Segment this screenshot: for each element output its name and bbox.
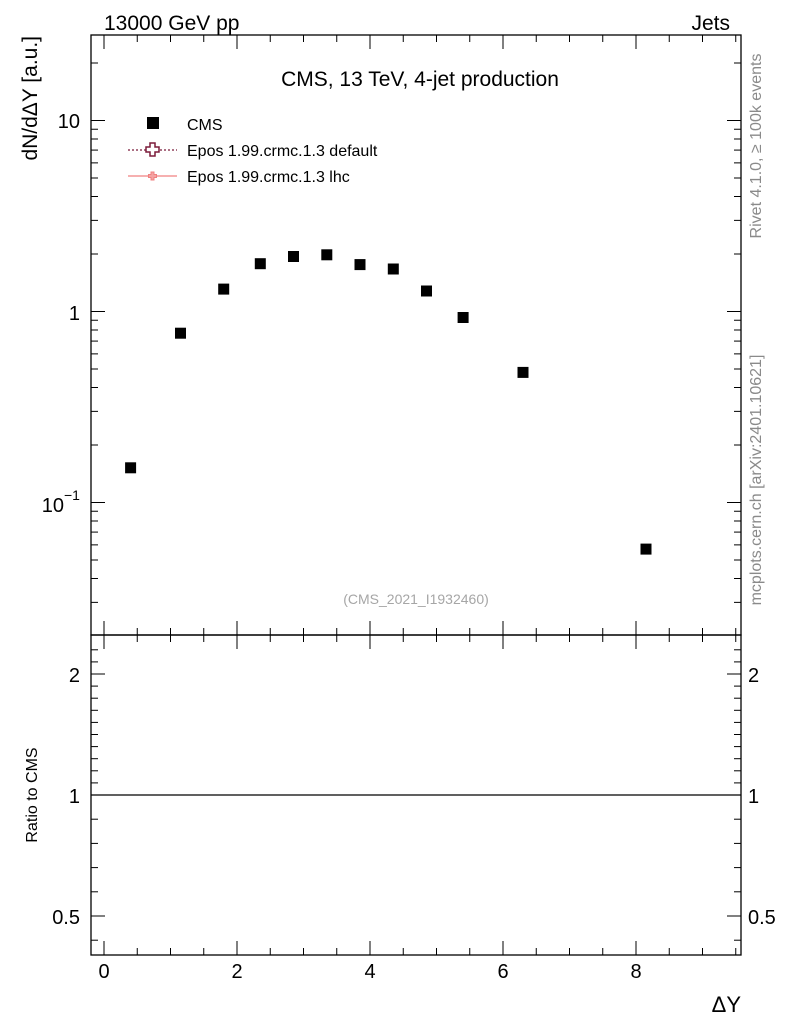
- cms-data-point: [218, 283, 230, 295]
- ratio-tick-label-left-2: 2: [69, 665, 80, 687]
- legend-label-epos-default: Epos 1.99.crmc.1.3 default: [187, 143, 378, 160]
- y-tick-label-10: 10: [58, 111, 80, 133]
- cms-data-point: [354, 259, 366, 271]
- x-tick-label-6: 6: [497, 961, 508, 983]
- ratio-tick-label-left-0.5: 0.5: [52, 907, 80, 929]
- cms-data-point: [125, 462, 137, 474]
- ratio-tick-label-left-1: 1: [69, 786, 80, 808]
- header-energy-label: 13000 GeV pp: [104, 12, 239, 35]
- rivet-version-label: Rivet 4.1.0, ≥ 100k events: [748, 54, 765, 239]
- legend-label-cms: CMS: [187, 117, 223, 134]
- cms-data-points: [125, 249, 652, 555]
- x-tick-label-0: 0: [98, 961, 109, 983]
- x-tick-label-2: 2: [231, 961, 242, 983]
- cms-data-point: [640, 543, 652, 555]
- legend-marker-epos-default: [128, 142, 177, 157]
- header-category-label: Jets: [691, 12, 730, 35]
- legend: CMS Epos 1.99.crmc.1.3 default Epos 1.99…: [128, 117, 378, 186]
- ratio-tick-label-right-2: 2: [748, 665, 759, 687]
- cms-data-point: [288, 251, 299, 262]
- legend-marker-epos-lhc: [128, 171, 177, 181]
- ratio-tick-label-right-0.5: 0.5: [748, 907, 776, 929]
- analysis-label: (CMS_2021_I1932460): [343, 591, 489, 607]
- mcplots-source-label: mcplots.cern.ch [arXiv:2401.10621]: [748, 355, 765, 606]
- cms-data-point: [321, 249, 333, 261]
- ratio-tick-label-right-1: 1: [748, 786, 759, 808]
- main-axis-ticks: [91, 62, 741, 603]
- cms-data-point: [517, 366, 529, 378]
- y-axis-title: dN/dΔY [a.u.]: [19, 36, 42, 161]
- cms-data-point: [387, 263, 399, 275]
- cms-data-point: [254, 258, 266, 270]
- cms-data-point: [175, 327, 186, 339]
- cms-data-point: [421, 285, 432, 297]
- x-tick-label-4: 4: [364, 961, 375, 983]
- x-tick-label-8: 8: [630, 961, 641, 983]
- cms-data-point: [457, 312, 469, 323]
- x-axis-title: ΔY: [712, 992, 742, 1017]
- legend-label-epos-lhc: Epos 1.99.crmc.1.3 lhc: [187, 169, 350, 186]
- ratio-axis-title: Ratio to CMS: [24, 747, 41, 842]
- x-axis-ticks: [103, 35, 737, 955]
- y-tick-label-1: 1: [69, 303, 80, 325]
- y-tick-label-0.1: 10 −1: [42, 487, 80, 517]
- svg-text:10: 10: [42, 495, 64, 517]
- chart-title: CMS, 13 TeV, 4-jet production: [281, 68, 559, 91]
- svg-text:−1: −1: [64, 487, 80, 503]
- legend-marker-cms: [147, 117, 159, 129]
